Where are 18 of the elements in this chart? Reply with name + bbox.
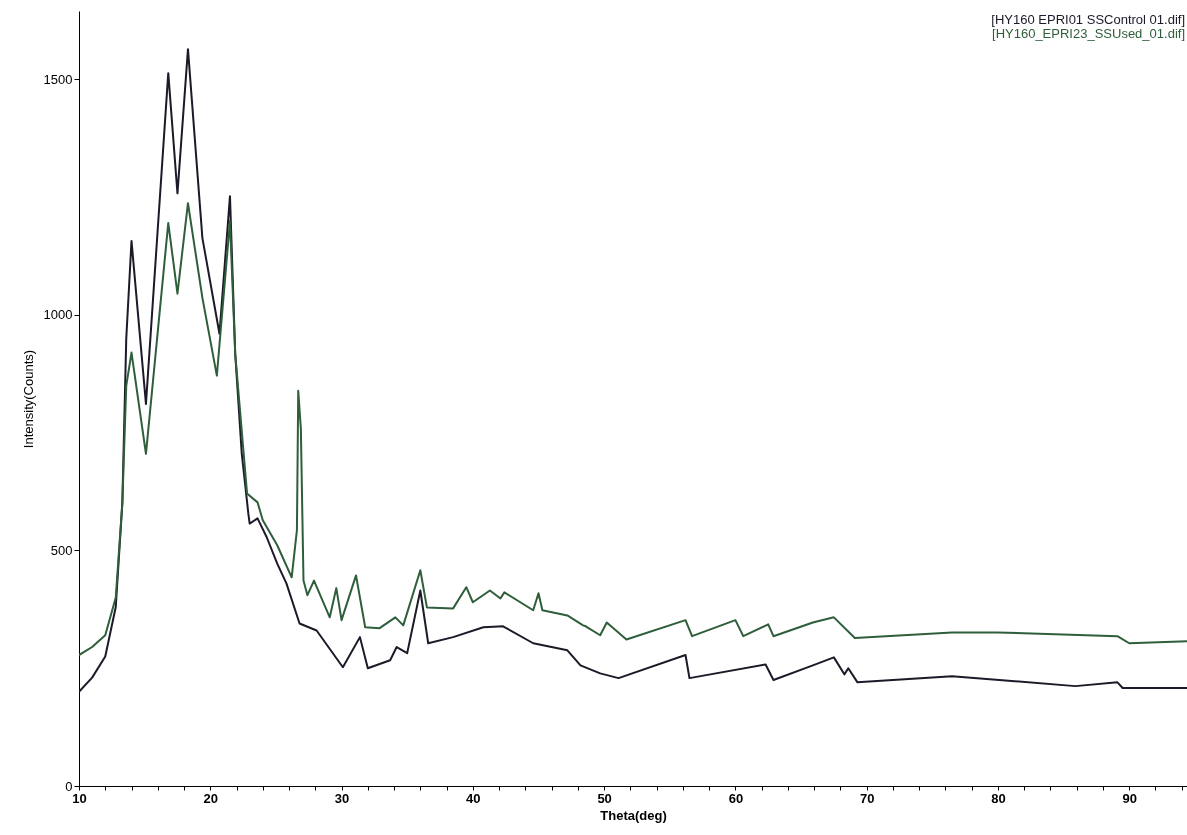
- x-tick-label: 70: [859, 790, 875, 806]
- line-series: [79, 202, 1187, 657]
- x-tick-label: 20: [203, 790, 219, 806]
- text: [HY160 EPRI01 SSControl 01.dif]: [991, 11, 1185, 27]
- x-tick-label: 80: [991, 790, 1006, 806]
- x-tick-label: 60: [728, 790, 744, 806]
- y-tick-label: 0: [65, 778, 73, 794]
- x-tick-label: 40: [466, 790, 481, 806]
- y-axis-title: Intensity(Counts): [20, 349, 36, 449]
- x-tick-label: 90: [1122, 790, 1137, 806]
- x-axis-title: Theta(deg): [600, 807, 667, 823]
- y-tick-label: 1000: [43, 307, 73, 323]
- x-tick-label: 30: [334, 790, 350, 806]
- x-tick-label: 50: [597, 790, 612, 806]
- line-series: [79, 48, 1187, 693]
- y-tick-label: 1500: [43, 71, 73, 87]
- y-tick-label: 500: [50, 542, 73, 558]
- x-tick-label: 10: [72, 790, 87, 806]
